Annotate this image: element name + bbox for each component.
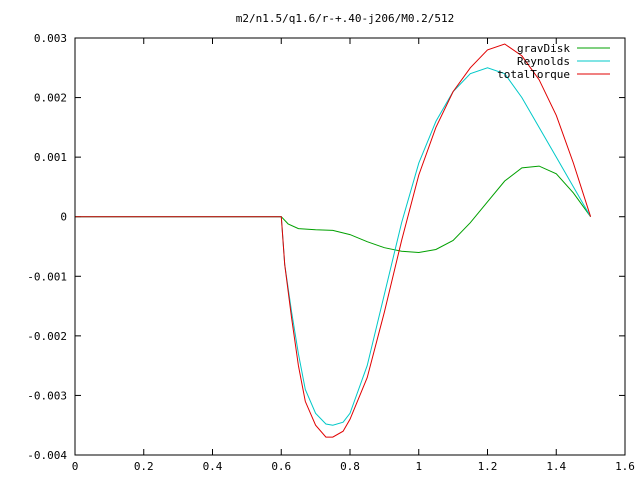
chart-title: m2/n1.5/q1.6/r-+.40-j206/M0.2/512 bbox=[236, 12, 455, 25]
y-tick-label: -0.004 bbox=[27, 449, 67, 462]
series-line-totaltorque bbox=[75, 43, 592, 438]
y-tick-label: -0.002 bbox=[27, 330, 67, 343]
x-tick-label: 0 bbox=[72, 460, 79, 473]
series-line-reynolds bbox=[75, 67, 592, 426]
axis-ticks: 0 0.2 0.4 0.6 0.8 1 1.2 1.4 1.6 -0.004 -0.003 -0.00… bbox=[27, 32, 635, 473]
series-layer bbox=[75, 43, 592, 438]
x-tick-label: 0.6 bbox=[271, 460, 291, 473]
x-tick-label: 1.6 bbox=[615, 460, 635, 473]
x-tick-label: 0.4 bbox=[203, 460, 223, 473]
y-tick-label: 0.001 bbox=[34, 151, 67, 164]
plot-frame bbox=[74, 37, 626, 456]
legend-label: totalTorque bbox=[497, 68, 570, 81]
x-tick-label: 0.8 bbox=[340, 460, 360, 473]
legend-label: Reynolds bbox=[517, 55, 570, 68]
x-tick-label: 1.2 bbox=[478, 460, 498, 473]
y-tick-label: 0 bbox=[60, 211, 67, 224]
legend-label: gravDisk bbox=[517, 42, 570, 55]
x-tick-label: 1 bbox=[415, 460, 422, 473]
y-tick-label: 0.002 bbox=[34, 92, 67, 105]
y-tick-label: -0.001 bbox=[27, 270, 67, 283]
y-tick-label: 0.003 bbox=[34, 32, 67, 45]
series-line-gravdisk bbox=[75, 165, 592, 254]
x-tick-label: 1.4 bbox=[546, 460, 566, 473]
y-tick-label: -0.003 bbox=[27, 389, 67, 402]
x-tick-label: 0.2 bbox=[134, 460, 154, 473]
